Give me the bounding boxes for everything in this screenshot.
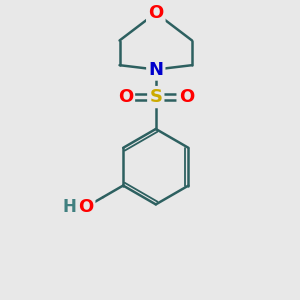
Text: O: O	[118, 88, 133, 106]
Text: O: O	[178, 88, 194, 106]
Text: H: H	[62, 198, 76, 216]
Text: O: O	[148, 4, 164, 22]
Text: O: O	[78, 198, 93, 216]
Text: N: N	[148, 61, 163, 79]
Text: S: S	[149, 88, 162, 106]
